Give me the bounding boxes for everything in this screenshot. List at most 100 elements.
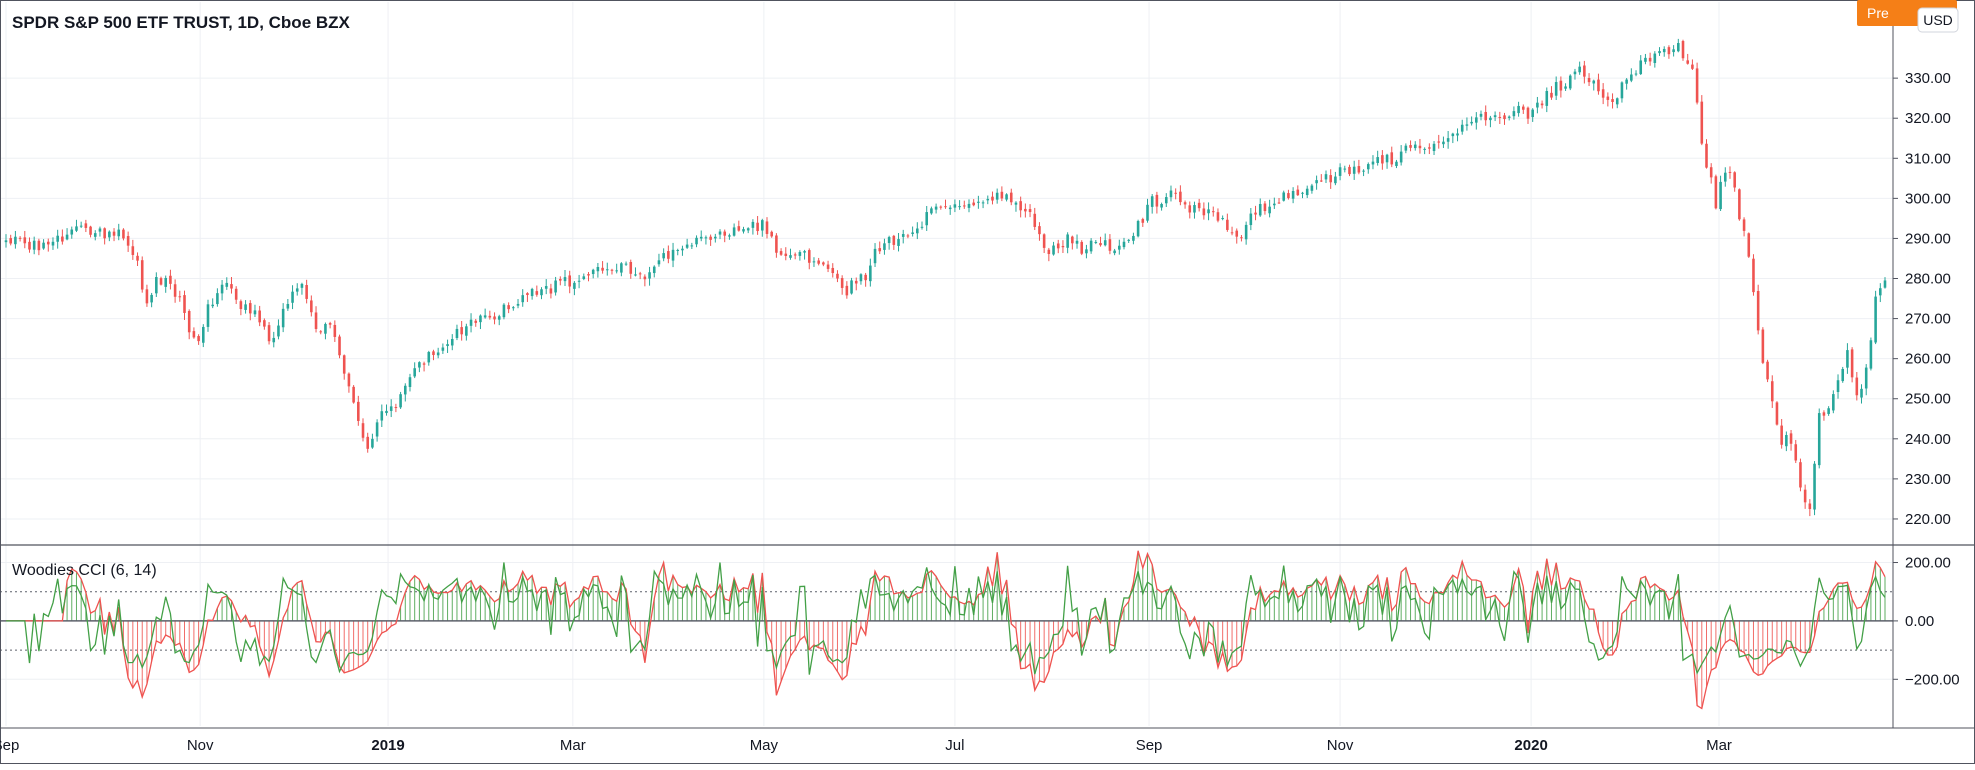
candle-body bbox=[479, 315, 482, 323]
candle-body bbox=[98, 228, 102, 232]
candle-body bbox=[352, 386, 355, 403]
candle-body bbox=[136, 255, 139, 261]
candle-body bbox=[822, 262, 825, 265]
candle-body bbox=[1042, 234, 1046, 248]
candle-body bbox=[521, 295, 525, 303]
y-tick-label: 300.00 bbox=[1905, 190, 1951, 207]
y-tick-label: 320.00 bbox=[1905, 110, 1951, 127]
x-tick-label: 2020 bbox=[1514, 737, 1547, 754]
candle-body bbox=[892, 235, 896, 245]
candle-body bbox=[70, 229, 74, 235]
candle-body bbox=[605, 269, 609, 271]
candle-body bbox=[1531, 109, 1534, 118]
candle-body bbox=[413, 368, 416, 377]
candle-body bbox=[1071, 236, 1074, 244]
candle-body bbox=[1747, 233, 1751, 257]
candle-body bbox=[1211, 211, 1215, 213]
candle-body bbox=[126, 236, 130, 246]
candle-body bbox=[1235, 230, 1239, 237]
y-tick-label: 290.00 bbox=[1905, 230, 1951, 247]
candle-body bbox=[1423, 148, 1426, 150]
candle-body bbox=[657, 260, 661, 265]
candle-body bbox=[422, 363, 426, 365]
candle-body bbox=[375, 422, 379, 437]
candle-body bbox=[1540, 103, 1544, 106]
candle-body bbox=[436, 352, 440, 356]
candle-body bbox=[981, 202, 985, 204]
candle-body bbox=[394, 407, 398, 409]
candle-body bbox=[1634, 73, 1638, 75]
candle-body bbox=[497, 316, 501, 320]
candle-body bbox=[1080, 241, 1084, 254]
session-badge-label: Pre bbox=[1867, 5, 1889, 21]
candle-body bbox=[42, 242, 45, 249]
candle-body bbox=[1362, 170, 1365, 172]
candle-body bbox=[1512, 111, 1516, 117]
candle-body bbox=[1832, 394, 1835, 411]
cci-y-tick-label: 0.00 bbox=[1905, 613, 1934, 630]
candle-body bbox=[1785, 435, 1788, 447]
candle-body bbox=[272, 337, 276, 343]
candle-body bbox=[793, 254, 797, 256]
candle-body bbox=[1305, 188, 1309, 196]
candle-body bbox=[1794, 444, 1798, 461]
candle-body bbox=[1056, 243, 1060, 249]
candle-body bbox=[1141, 219, 1145, 223]
candle-body bbox=[986, 198, 990, 201]
candle-body bbox=[1554, 82, 1558, 96]
candle-body bbox=[65, 234, 69, 240]
candle-body bbox=[1630, 74, 1633, 81]
candle-body bbox=[1639, 60, 1643, 75]
candle-body bbox=[328, 323, 332, 325]
candle-body bbox=[281, 308, 285, 328]
candle-body bbox=[173, 284, 177, 297]
candle-body bbox=[338, 336, 341, 356]
candle-body bbox=[79, 225, 83, 227]
candle-body bbox=[418, 362, 421, 368]
candle-body bbox=[61, 236, 64, 242]
candle-body bbox=[854, 280, 858, 284]
candle-body bbox=[629, 261, 633, 274]
candle-body bbox=[620, 263, 623, 273]
x-tick-label: Nov bbox=[187, 737, 214, 754]
chart-title: SPDR S&P 500 ETF TRUST, 1D, Cboe BZX bbox=[12, 13, 351, 32]
candle-body bbox=[695, 237, 698, 245]
candle-body bbox=[56, 235, 59, 242]
candle-body bbox=[1150, 196, 1154, 207]
candle-body bbox=[1399, 151, 1403, 163]
candle-body bbox=[732, 227, 736, 236]
candle-body bbox=[150, 294, 153, 303]
candle-body bbox=[389, 406, 393, 411]
candle-body bbox=[1780, 425, 1783, 445]
candle-body bbox=[544, 286, 548, 289]
candle-body bbox=[469, 319, 473, 326]
currency-button-frame[interactable] bbox=[1917, 7, 1959, 33]
candle-body bbox=[1489, 117, 1492, 121]
currency-button[interactable]: USD bbox=[1917, 7, 1959, 33]
candle-body bbox=[408, 377, 412, 387]
candle-body bbox=[380, 411, 384, 421]
candle-body bbox=[554, 280, 557, 293]
candle-body bbox=[1592, 80, 1596, 84]
candle-body bbox=[1216, 212, 1220, 221]
candle-body bbox=[864, 274, 867, 281]
candle-body bbox=[220, 284, 224, 294]
candle-body bbox=[967, 203, 971, 208]
candle-body bbox=[51, 241, 55, 246]
candle-body bbox=[1705, 143, 1708, 168]
candle-body bbox=[1719, 181, 1722, 210]
candle-body bbox=[714, 236, 717, 239]
candle-body bbox=[530, 288, 534, 297]
candle-body bbox=[75, 226, 78, 231]
candle-body bbox=[1667, 47, 1671, 55]
candle-body bbox=[577, 280, 581, 282]
candle-body bbox=[1695, 68, 1699, 103]
candle-body bbox=[676, 250, 680, 252]
candle-body bbox=[1226, 219, 1229, 230]
candle-body bbox=[1761, 329, 1765, 363]
candle-body bbox=[573, 282, 576, 289]
x-tick-label: Nov bbox=[1327, 737, 1354, 754]
currency-label[interactable]: USD bbox=[1923, 12, 1953, 28]
